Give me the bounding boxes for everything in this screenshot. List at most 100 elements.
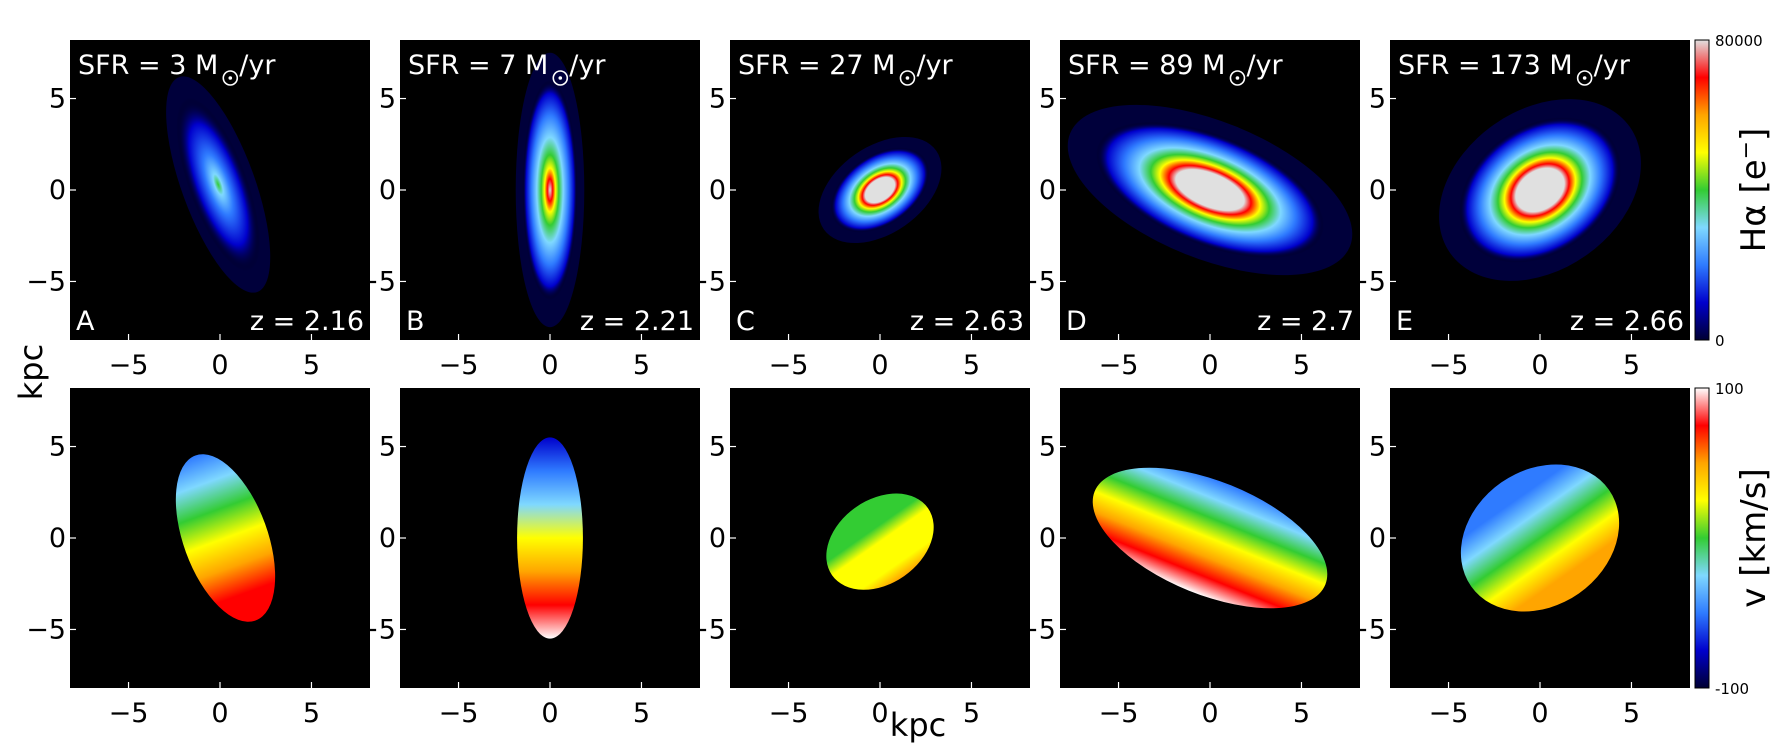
x-tick-label: −5	[439, 698, 479, 729]
y-tick-label: −5	[356, 266, 396, 297]
y-tick-label: 5	[1039, 432, 1056, 463]
emission-blob	[1459, 117, 1621, 263]
x-tick-label: 0	[871, 350, 888, 381]
emission-blob	[176, 97, 260, 272]
halpha-panel-d: −5 −5 0 0 5 5 SFR = 89 M/yr D z = 2.7	[1016, 40, 1360, 381]
sfr-unit: /yr	[569, 50, 606, 81]
redshift-label: z = 2.63	[910, 306, 1024, 337]
x-tick-label: 0	[1201, 350, 1218, 381]
x-tick-label: 0	[211, 698, 228, 729]
velocity-panel-a: −5 −5 0 0 5 5	[26, 388, 370, 729]
x-tick-label: −5	[769, 698, 809, 729]
panel-letter: C	[736, 306, 755, 337]
velocity-field	[826, 493, 934, 590]
x-tick-label: 5	[1623, 350, 1640, 381]
sun-symbol-icon	[899, 70, 916, 86]
y-tick-label: 0	[709, 175, 726, 206]
y-tick-label: −5	[686, 266, 726, 297]
y-tick-label: −5	[26, 266, 66, 297]
halpha-panel-b: −5 −5 0 0 5 5 SFR = 7 M/yr B z = 2.21	[356, 40, 700, 381]
x-tick-label: 0	[1531, 350, 1548, 381]
sfr-unit: /yr	[916, 50, 953, 81]
y-tick-label: 0	[709, 523, 726, 554]
x-tick-label: −5	[439, 350, 479, 381]
x-tick-label: 5	[633, 698, 650, 729]
x-tick-label: −5	[1099, 350, 1139, 381]
velocity-field	[1460, 464, 1620, 612]
x-tick-label: −5	[109, 350, 149, 381]
x-tick-label: −5	[109, 698, 149, 729]
sun-symbol-icon	[1576, 70, 1593, 86]
y-tick-label: −5	[1016, 614, 1056, 645]
emission-blob	[1096, 121, 1324, 259]
velocity-colorbar: 100 -100 v [km/s]	[1694, 380, 1774, 698]
sun-symbol-icon	[1229, 70, 1246, 86]
y-tick-label: 0	[379, 175, 396, 206]
velocity-panel-c: −5 −5 0 0 5 5	[686, 388, 1030, 729]
x-tick-label: 5	[633, 350, 650, 381]
redshift-label: z = 2.21	[580, 306, 694, 337]
velocity-panel-e: −5 −5 0 0 5 5	[1346, 388, 1690, 729]
sfr-label: SFR = 89 M	[1068, 50, 1225, 81]
panel-letter: D	[1066, 306, 1087, 337]
y-tick-label: 5	[379, 432, 396, 463]
halpha-panel-e: −5 −5 0 0 5 5 SFR = 173 M/yr E z = 2.66	[1346, 40, 1690, 381]
colorbar-label: v [km/s]	[1734, 468, 1774, 607]
panel-letter: A	[76, 306, 95, 337]
y-tick-label: 0	[1369, 175, 1386, 206]
redshift-label: z = 2.66	[1570, 306, 1684, 337]
x-tick-label: −5	[1099, 698, 1139, 729]
y-tick-label: 5	[49, 432, 66, 463]
sfr-unit: /yr	[239, 50, 276, 81]
velocity-row: −5 −5 0 0 5 5 −5 −5 0 0 5 5 −5 −5 0 0 5 5 −5 −5 0 0 5 5 −5 −5 0 0 5 5	[26, 388, 1690, 729]
velocity-field	[517, 437, 583, 639]
halpha-panel-c: −5 −5 0 0 5 5 SFR = 27 M/yr C z = 2.63	[686, 40, 1030, 381]
sfr-label: SFR = 27 M	[738, 50, 895, 81]
x-tick-label: 0	[871, 698, 888, 729]
emission-blob	[522, 80, 578, 300]
y-tick-label: 5	[1039, 84, 1056, 115]
redshift-label: z = 2.16	[250, 306, 364, 337]
x-tick-label: 0	[541, 698, 558, 729]
x-tick-label: 0	[211, 350, 228, 381]
x-tick-label: 5	[963, 698, 980, 729]
halpha-colorbar: 80000 0 Hα [e−]	[1694, 32, 1775, 350]
x-tick-label: 5	[1623, 698, 1640, 729]
x-tick-label: −5	[1429, 350, 1469, 381]
y-tick-label: 5	[49, 84, 66, 115]
halpha-panel-a: −5 −5 0 0 5 5 SFR = 3 M/yr A z = 2.16	[26, 40, 370, 381]
y-axis-label: kpc	[12, 344, 50, 400]
sfr-unit: /yr	[1246, 50, 1283, 81]
sfr-label: SFR = 7 M	[408, 50, 548, 81]
sfr-label: SFR = 3 M	[78, 50, 218, 81]
velocity-field	[175, 454, 276, 622]
colorbar-max-label: 100	[1715, 380, 1744, 398]
x-tick-label: 5	[1293, 350, 1310, 381]
colorbar-min-label: -100	[1715, 680, 1749, 698]
panel-letter: B	[406, 306, 425, 337]
colorbars: 80000 0 Hα [e−] 100 -100 v [km/s]	[1694, 32, 1775, 698]
colorbar-max-label: 80000	[1715, 32, 1763, 50]
y-tick-label: 0	[379, 523, 396, 554]
y-tick-label: 5	[709, 84, 726, 115]
x-tick-label: 5	[1293, 698, 1310, 729]
colorbar-min-label: 0	[1715, 332, 1725, 350]
y-tick-label: 0	[49, 175, 66, 206]
sun-symbol-icon	[552, 70, 569, 86]
sfr-unit: /yr	[1594, 50, 1631, 81]
colorbar-label: Hα [e−]	[1734, 128, 1775, 253]
sfr-label: SFR = 173 M	[1398, 50, 1573, 81]
x-axis-label: kpc	[890, 706, 946, 744]
x-tick-label: 5	[303, 350, 320, 381]
y-tick-label: −5	[1016, 266, 1056, 297]
x-tick-label: 5	[963, 350, 980, 381]
x-tick-label: −5	[1429, 698, 1469, 729]
velocity-field	[1092, 467, 1328, 609]
x-tick-label: 0	[1201, 698, 1218, 729]
y-tick-label: 0	[1369, 523, 1386, 554]
x-tick-label: 0	[541, 350, 558, 381]
y-tick-label: 5	[1369, 432, 1386, 463]
y-tick-label: −5	[686, 614, 726, 645]
halpha-row: −5 −5 0 0 5 5 SFR = 3 M/yr A z = 2.16 −5 −5 0 0 5 5 SFR…	[26, 40, 1690, 381]
y-tick-label: 0	[1039, 175, 1056, 206]
